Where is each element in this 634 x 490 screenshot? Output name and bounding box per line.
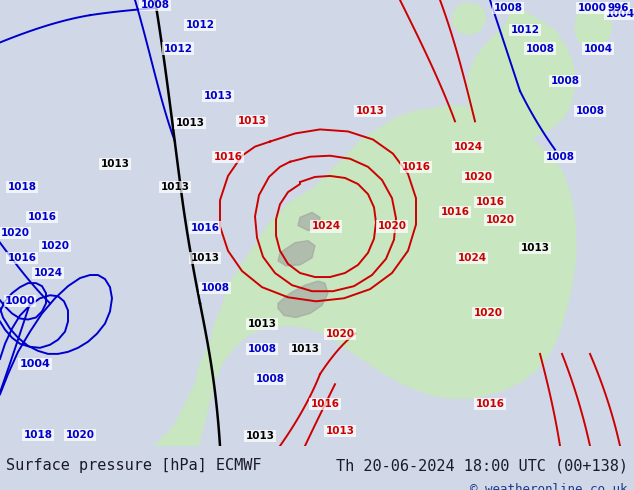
Polygon shape [155, 106, 576, 446]
Text: Th 20-06-2024 18:00 UTC (00+138): Th 20-06-2024 18:00 UTC (00+138) [335, 458, 628, 473]
Text: 1008: 1008 [493, 3, 522, 13]
Text: 1013: 1013 [245, 431, 275, 441]
Text: 1008: 1008 [545, 152, 574, 162]
Text: 1020: 1020 [474, 308, 503, 318]
Text: 1016: 1016 [214, 152, 242, 162]
Text: 1008: 1008 [247, 344, 276, 354]
Text: 1016: 1016 [476, 399, 505, 410]
Text: 1016: 1016 [401, 162, 430, 172]
Text: 1020: 1020 [65, 430, 94, 440]
Text: 1024: 1024 [311, 221, 340, 231]
Text: 1013: 1013 [521, 243, 550, 253]
Text: 1024: 1024 [34, 268, 63, 278]
Text: 1013: 1013 [325, 426, 354, 436]
Text: 1020: 1020 [463, 172, 493, 182]
Text: 1018: 1018 [23, 430, 53, 440]
Text: Surface pressure [hPa] ECMWF: Surface pressure [hPa] ECMWF [6, 458, 262, 473]
Text: 1008: 1008 [526, 44, 555, 53]
Text: 1000: 1000 [578, 3, 607, 13]
Text: 1016: 1016 [190, 222, 219, 232]
Text: 1004: 1004 [583, 44, 612, 53]
Text: 1018: 1018 [8, 182, 37, 192]
Text: 1012: 1012 [510, 25, 540, 35]
Text: 1016: 1016 [8, 253, 37, 263]
Text: 1008: 1008 [141, 0, 169, 10]
Text: © weatheronline.co.uk: © weatheronline.co.uk [470, 483, 628, 490]
Polygon shape [453, 3, 485, 34]
Text: 1004: 1004 [20, 359, 51, 369]
Text: 1016: 1016 [441, 207, 470, 218]
Text: 1012: 1012 [164, 44, 193, 53]
Text: 1013: 1013 [290, 344, 320, 354]
Text: 1013: 1013 [160, 182, 190, 192]
Text: 1020: 1020 [41, 241, 70, 251]
Text: 1024: 1024 [453, 142, 482, 151]
Polygon shape [298, 212, 320, 230]
Text: 1020: 1020 [325, 329, 354, 339]
Polygon shape [575, 8, 612, 48]
Text: 1020: 1020 [1, 227, 30, 238]
Text: 1008: 1008 [576, 106, 604, 116]
Text: 1013: 1013 [356, 106, 384, 116]
Text: 1000: 1000 [4, 296, 36, 306]
Text: 1016: 1016 [27, 212, 56, 222]
Text: 1016: 1016 [476, 197, 505, 207]
Text: 1008: 1008 [200, 283, 230, 293]
Text: 1012: 1012 [186, 20, 214, 30]
Text: 1024: 1024 [458, 253, 486, 263]
Text: 1013: 1013 [190, 253, 219, 263]
Text: 1013: 1013 [101, 159, 129, 169]
Text: 1020: 1020 [486, 216, 515, 225]
Text: 1013: 1013 [176, 119, 205, 128]
Text: 1008: 1008 [256, 374, 285, 384]
Polygon shape [467, 5, 575, 140]
Text: 1013: 1013 [238, 116, 266, 126]
Polygon shape [278, 241, 315, 266]
Text: 1020: 1020 [377, 221, 406, 231]
Polygon shape [278, 281, 328, 318]
Text: 1013: 1013 [204, 91, 233, 101]
Text: 996: 996 [607, 3, 629, 13]
Text: 1016: 1016 [311, 399, 339, 410]
Text: 1013: 1013 [247, 318, 276, 329]
Text: 1004: 1004 [605, 9, 634, 19]
Text: 1008: 1008 [550, 76, 579, 86]
